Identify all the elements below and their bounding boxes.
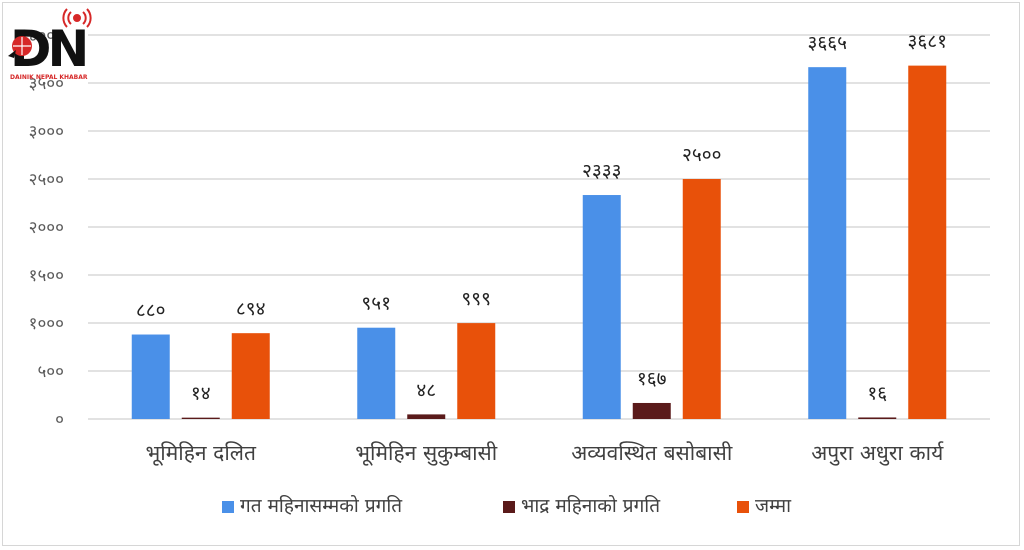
y-tick-label: ३५०० (29, 74, 64, 94)
y-tick-label: ४००० (29, 26, 64, 46)
data-labels: ८८० १४ ८९४ ९५१ ४८ ९९९ २३३३ १६७ २५०० ३६६५ १६ ३६८१ (136, 31, 947, 405)
bar (407, 414, 446, 419)
y-tick-label: ३००० (29, 122, 64, 142)
data-label: १६७ (637, 368, 667, 390)
y-tick-label: १००० (29, 314, 64, 334)
data-label: २५०० (682, 144, 722, 166)
y-tick-label: १५०० (29, 266, 64, 286)
dn-logo: DN DAINIK NEPAL KHABAR (8, 8, 92, 81)
data-label: ९९९ (461, 288, 491, 310)
data-label: ९५१ (361, 293, 391, 315)
y-tick-label: ० (55, 410, 64, 430)
data-label: ८९४ (236, 298, 266, 320)
y-axis-ticks: ० ५०० १००० १५०० २००० २५०० ३००० ३५०० ४००० (29, 26, 64, 430)
gridlines (88, 34, 990, 420)
category-label: भूमिहिन दलित (146, 441, 258, 466)
bar (357, 327, 396, 419)
bar (808, 67, 847, 419)
bar (181, 417, 220, 419)
x-axis-categories: भूमिहिन दलित भूमिहिन सुकुम्बासी अव्यवस्थित… (146, 441, 945, 466)
bar (908, 65, 947, 420)
y-tick-label: ५०० (37, 362, 64, 382)
bar (682, 179, 721, 419)
data-label: १६ (867, 382, 887, 404)
category-label: अपुरा अधुरा कार्य (811, 441, 944, 466)
data-label: ३६६५ (807, 32, 847, 54)
bar (632, 402, 671, 419)
bar (231, 333, 270, 419)
legend-swatch (503, 501, 515, 513)
logo-caption: DAINIK NEPAL KHABAR (10, 74, 88, 81)
bar (131, 334, 170, 419)
legend-swatch (737, 501, 749, 513)
globe-icon (8, 36, 32, 58)
bars (131, 65, 947, 420)
data-label: २३३३ (582, 160, 622, 182)
y-tick-label: २००० (29, 218, 64, 238)
category-label: अव्यवस्थित बसोबासी (571, 441, 733, 465)
legend-swatch (222, 501, 234, 513)
bar (457, 323, 496, 419)
data-label: ४८ (416, 379, 436, 401)
data-label: ८८० (136, 300, 166, 322)
category-label: भूमिहिन सुकुम्बासी (355, 441, 497, 466)
data-label: ३६८१ (907, 31, 947, 53)
legend-label: जम्मा (755, 495, 792, 517)
bar (582, 195, 621, 419)
bar (858, 417, 897, 419)
data-label: १४ (191, 383, 211, 405)
legend: गत महिनासम्मको प्रगति भाद्र महिनाको प्रगत… (222, 494, 792, 517)
legend-label: गत महिनासम्मको प्रगति (240, 494, 403, 517)
y-tick-label: २५०० (29, 170, 64, 190)
broadcast-icon (62, 8, 92, 28)
legend-label: भाद्र महिनाको प्रगति (521, 494, 661, 517)
